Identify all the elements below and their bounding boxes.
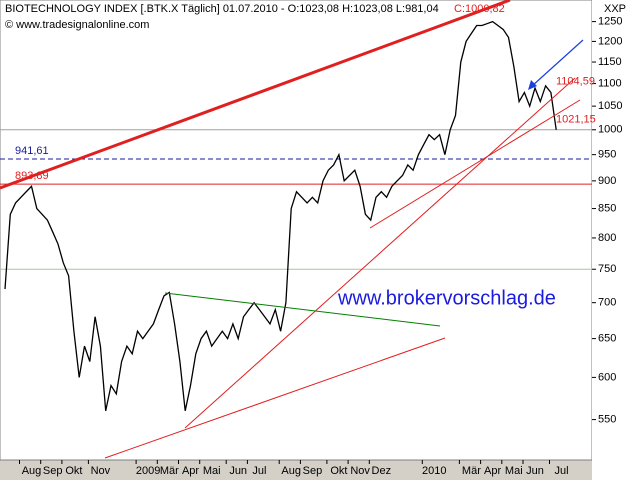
y-tick-label: 750 bbox=[598, 263, 616, 275]
y-tick-label: 900 bbox=[598, 175, 616, 187]
x-tick-label: Mai bbox=[203, 465, 221, 477]
x-tick-label: Okt bbox=[330, 465, 347, 477]
x-tick-label: Sep bbox=[43, 465, 63, 477]
unit: XXP bbox=[604, 3, 626, 15]
x-tick-label: Jun bbox=[229, 465, 247, 477]
y-tick-label: 1000 bbox=[598, 124, 622, 136]
y-tick-label: 650 bbox=[598, 333, 616, 345]
x-tick-label: Mär bbox=[160, 465, 179, 477]
trend-line bbox=[104, 337, 446, 459]
x-tick-label: Apr bbox=[484, 465, 501, 477]
y-tick-label: 1250 bbox=[598, 16, 622, 28]
trend-line bbox=[369, 99, 581, 229]
y-tick-label: 1150 bbox=[598, 56, 622, 68]
x-tick-label: 2009 bbox=[136, 465, 160, 477]
x-tick-label: Okt bbox=[65, 465, 82, 477]
y-axis-area bbox=[592, 0, 640, 480]
y-tick-label: 950 bbox=[598, 149, 616, 161]
x-tick-label: Jul bbox=[554, 465, 568, 477]
y-tick-label: 850 bbox=[598, 202, 616, 214]
plot-area bbox=[0, 0, 593, 461]
y-tick-label: 700 bbox=[598, 297, 616, 309]
y-tick-label: 550 bbox=[598, 413, 616, 425]
price-annotation: 1104,59 bbox=[556, 75, 595, 87]
x-tick-label: Nov bbox=[350, 465, 370, 477]
reference-label: 893,89 bbox=[15, 170, 49, 182]
x-tick-label: Sep bbox=[303, 465, 323, 477]
chart-title: BIOTECHNOLOGY INDEX [.BTK.X Täglich] 01.… bbox=[5, 3, 439, 15]
x-tick-label: 2010 bbox=[422, 465, 446, 477]
y-tick-label: 1050 bbox=[598, 100, 622, 112]
y-tick-label: 1200 bbox=[598, 35, 622, 47]
x-tick-label: Aug bbox=[22, 465, 42, 477]
watermark: www.brokervorschlag.de bbox=[337, 287, 556, 309]
reference-label: 941,61 bbox=[15, 145, 49, 157]
x-tick-label: Mär bbox=[462, 465, 481, 477]
y-tick-label: 600 bbox=[598, 371, 616, 383]
trend-line bbox=[184, 77, 576, 429]
source: © www.tradesignalonline.com bbox=[5, 19, 149, 31]
arrow-head bbox=[528, 80, 537, 90]
trend-line bbox=[164, 292, 441, 327]
x-tick-label: Aug bbox=[281, 465, 301, 477]
price-line bbox=[4, 20, 557, 411]
x-tick-label: Jul bbox=[252, 465, 266, 477]
x-tick-label: Mai bbox=[505, 465, 523, 477]
y-tick-label: 1100 bbox=[598, 77, 622, 89]
x-tick-label: Nov bbox=[91, 465, 111, 477]
price-annotation: 1021,15 bbox=[556, 114, 596, 126]
title-close: C:1000,82 bbox=[454, 3, 505, 15]
x-tick-label: Apr bbox=[182, 465, 199, 477]
x-tick-label: Jun bbox=[526, 465, 544, 477]
arrow bbox=[531, 39, 584, 87]
y-tick-label: 800 bbox=[598, 232, 616, 244]
x-tick-label: Dez bbox=[372, 465, 392, 477]
trend-line bbox=[0, 0, 511, 190]
